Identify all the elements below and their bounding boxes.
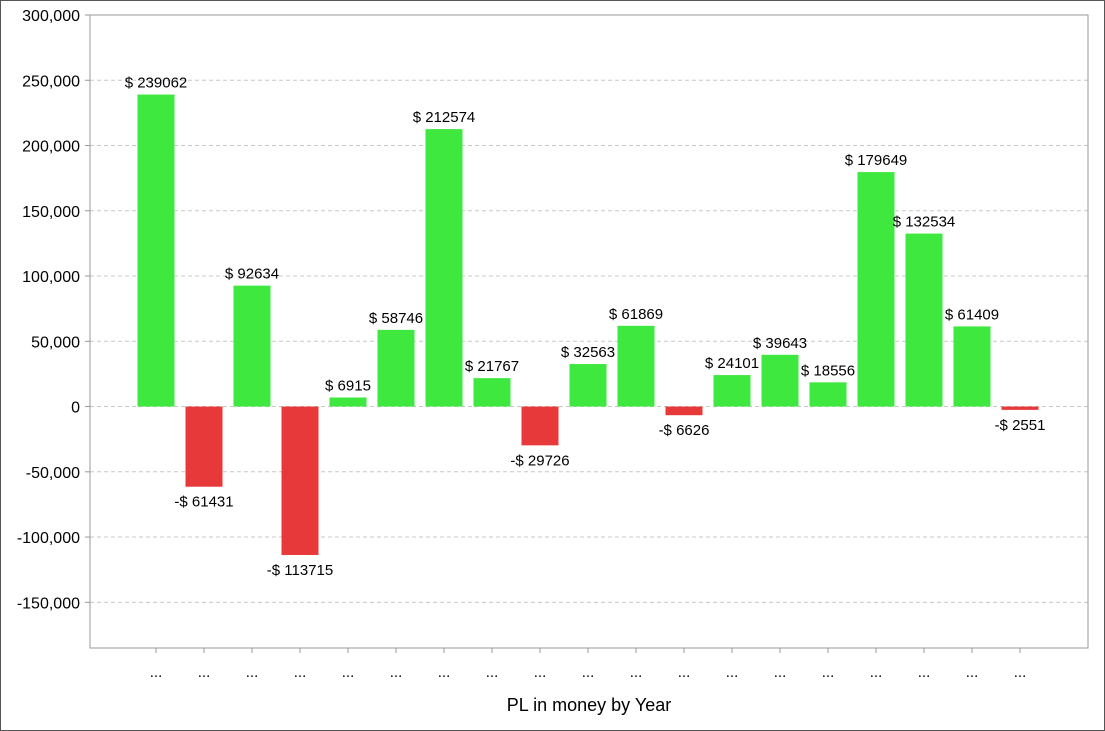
bar [857,172,895,407]
data-label: $ 61869 [609,306,663,323]
data-label: $ 212574 [413,109,476,126]
x-tick-label: ... [294,664,307,681]
bar [713,375,751,407]
x-tick-label: ... [966,664,979,681]
data-label: $ 132534 [893,214,956,231]
data-label: $ 18556 [801,362,855,379]
data-label: $ 61409 [945,306,999,323]
data-label: $ 32563 [561,344,615,361]
y-tick-label: 200,000 [22,139,80,156]
bar [185,406,223,487]
y-axis-ticks: -150,000 -100,000 -50,000 0 50,000 100,000 150… [17,8,90,612]
bar [377,329,415,407]
y-tick-label: -50,000 [26,465,80,482]
data-label: $ 6915 [325,378,371,395]
x-axis-label: PL in money by Year [507,695,671,715]
y-tick-label: 0 [71,400,80,417]
plot-area-border [89,14,1089,649]
y-tick-label: 300,000 [22,8,80,25]
data-label: -$ 29726 [510,452,569,469]
data-label: $ 92634 [225,266,279,283]
x-tick-label: ... [438,664,451,681]
bar [233,285,271,407]
y-tick-label: 50,000 [31,334,80,351]
x-tick-label: ... [726,664,739,681]
bar [761,354,799,407]
x-tick-label: ... [534,664,547,681]
x-tick-label: ... [822,664,835,681]
x-tick-label: ... [582,664,595,681]
data-label: -$ 6626 [659,422,710,439]
x-tick-label: ... [246,664,259,681]
data-label: $ 39643 [753,335,807,352]
y-tick-label: 250,000 [22,73,80,90]
data-label: -$ 2551 [995,417,1046,434]
data-label: -$ 113715 [267,562,333,579]
data-labels: $ 239062 -$ 61431 $ 92634 -$ 113715 $ 6915 $ … [125,75,1046,579]
y-tick-label: 150,000 [22,204,80,221]
x-tick-label: ... [630,664,643,681]
data-label: $ 58746 [369,310,423,327]
x-tick-label: ... [774,664,787,681]
data-label: $ 239062 [125,75,188,92]
data-label: $ 24101 [705,355,759,372]
x-tick-label: ... [390,664,403,681]
y-tick-label: -100,000 [17,530,80,547]
x-tick-label: ... [486,664,499,681]
bar [569,364,607,407]
bars [137,94,1039,555]
x-tick-label: ... [150,664,163,681]
bar [905,233,943,407]
bar [809,382,847,407]
y-tick-label: 100,000 [22,269,80,286]
bar [281,406,319,555]
bar [665,406,703,416]
y-tick-label: -150,000 [17,595,80,612]
bar [425,129,463,407]
data-label: $ 179649 [845,152,908,169]
x-tick-label: ... [918,664,931,681]
bar [329,397,367,407]
bar [617,325,655,407]
bar [521,406,559,446]
data-label: $ 21767 [465,358,519,375]
x-tick-label: ... [198,664,211,681]
bar [137,94,175,407]
bar [1001,406,1039,410]
x-axis-ticks: ........................................… [150,648,1027,681]
x-tick-label: ... [678,664,691,681]
bar [473,378,511,407]
x-tick-label: ... [870,664,883,681]
bar [953,326,991,407]
x-tick-label: ... [342,664,355,681]
data-label: -$ 61431 [174,494,233,511]
x-tick-label: ... [1014,664,1027,681]
